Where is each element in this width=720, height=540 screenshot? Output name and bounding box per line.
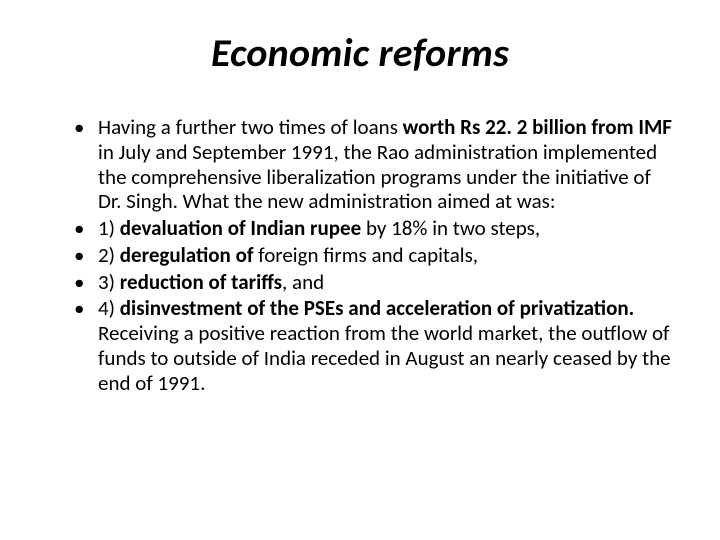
text-segment: in July and September 1991, the Rao admi… (98, 139, 657, 215)
text-segment: Receiving a positive reaction from the w… (98, 320, 671, 396)
bullet-item: 2) deregulation of foreign firms and cap… (78, 243, 672, 268)
text-segment: worth Rs 22. 2 billion from IMF (403, 114, 672, 140)
bullet-item: 3) reduction of tariffs, and (78, 270, 672, 295)
bullet-item: Having a further two times of loans wort… (78, 115, 672, 214)
text-segment: reduction of tariffs (120, 269, 282, 295)
text-segment: Having a further two times of loans (98, 114, 403, 140)
text-segment: , and (282, 269, 324, 295)
bullet-item: 1) devaluation of Indian rupee by 18% in… (78, 216, 672, 241)
bullet-item: 4) disinvestment of the PSEs and acceler… (78, 296, 672, 395)
bullet-list: Having a further two times of loans wort… (48, 115, 672, 395)
text-segment: deregulation of (120, 242, 254, 268)
text-segment: devaluation of Indian rupee (120, 215, 361, 241)
slide-title: Economic reforms (48, 28, 672, 77)
text-segment: foreign firms and capitals, (254, 242, 479, 268)
slide: Economic reforms Having a further two ti… (0, 0, 720, 540)
text-segment: 2) (98, 242, 120, 268)
text-segment: disinvestment of the PSEs and accelerati… (120, 295, 635, 321)
text-segment: 3) (98, 269, 120, 295)
text-segment: 1) (98, 215, 120, 241)
text-segment: by 18% in two steps, (361, 215, 540, 241)
text-segment: 4) (98, 295, 120, 321)
